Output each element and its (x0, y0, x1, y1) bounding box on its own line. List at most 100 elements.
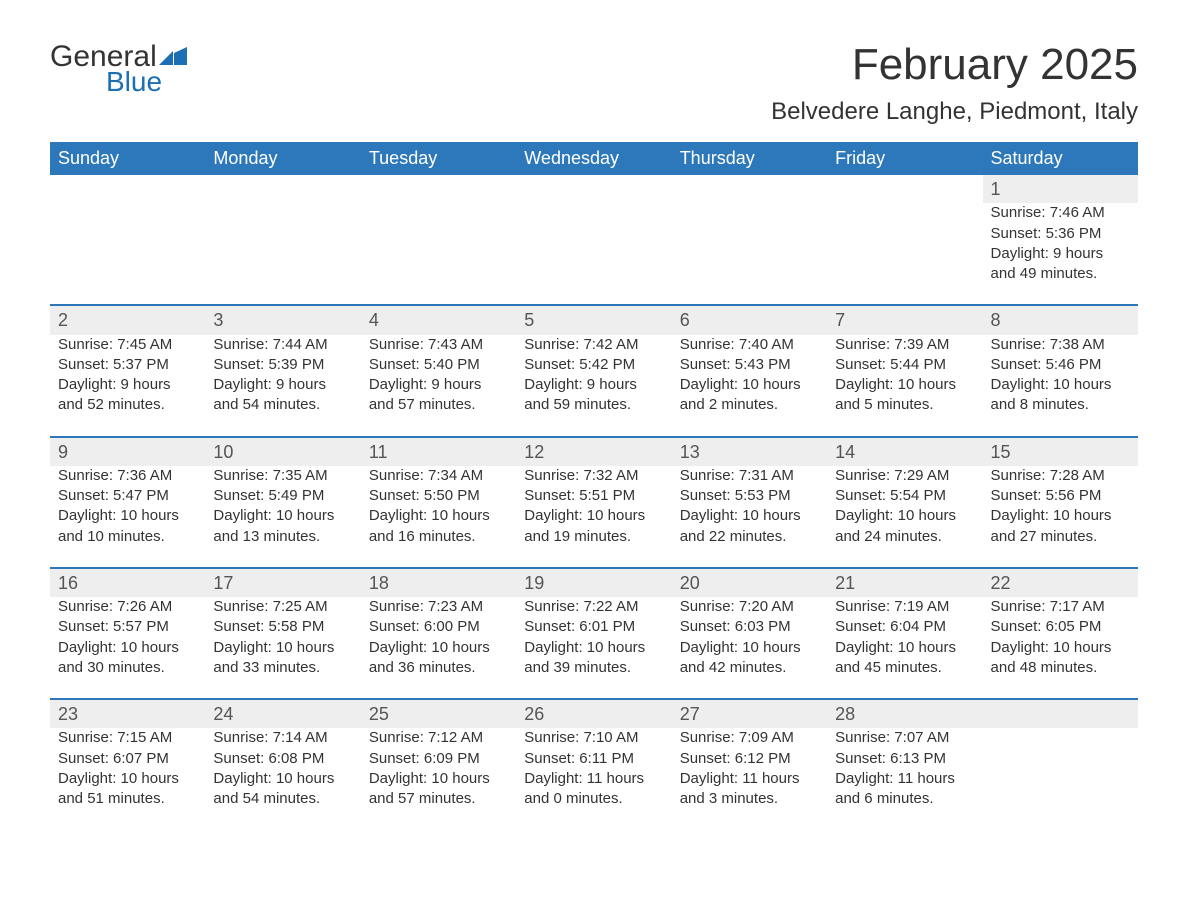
sunrise-text: Sunrise: 7:12 AM (369, 728, 508, 748)
sunset-text: Sunset: 5:56 PM (991, 486, 1130, 506)
calendar-body: 1Sunrise: 7:46 AMSunset: 5:36 PMDaylight… (50, 175, 1138, 829)
daylight-text: Daylight: 10 hours and 48 minutes. (991, 638, 1130, 679)
sunset-text: Sunset: 5:42 PM (524, 355, 663, 375)
sunrise-text: Sunrise: 7:46 AM (991, 203, 1130, 223)
sunrise-text: Sunrise: 7:15 AM (58, 728, 197, 748)
sunrise-text: Sunrise: 7:32 AM (524, 466, 663, 486)
daylight-text: Daylight: 10 hours and 57 minutes. (369, 769, 508, 810)
day-detail-cell: Sunrise: 7:31 AMSunset: 5:53 PMDaylight:… (672, 466, 827, 568)
day-detail-cell (983, 728, 1138, 829)
sunrise-text: Sunrise: 7:10 AM (524, 728, 663, 748)
sunrise-text: Sunrise: 7:20 AM (680, 597, 819, 617)
sunrise-text: Sunrise: 7:22 AM (524, 597, 663, 617)
day-number-cell: 11 (361, 437, 516, 466)
day-number-cell: 17 (205, 568, 360, 597)
column-header: Monday (205, 142, 360, 175)
day-number-cell: 16 (50, 568, 205, 597)
day-number-cell: 21 (827, 568, 982, 597)
day-detail-cell: Sunrise: 7:09 AMSunset: 6:12 PMDaylight:… (672, 728, 827, 829)
day-detail-cell: Sunrise: 7:14 AMSunset: 6:08 PMDaylight:… (205, 728, 360, 829)
sunset-text: Sunset: 6:12 PM (680, 749, 819, 769)
daylight-text: Daylight: 10 hours and 36 minutes. (369, 638, 508, 679)
day-number-cell: 22 (983, 568, 1138, 597)
day-detail-cell: Sunrise: 7:32 AMSunset: 5:51 PMDaylight:… (516, 466, 671, 568)
sunset-text: Sunset: 5:44 PM (835, 355, 974, 375)
daylight-text: Daylight: 10 hours and 39 minutes. (524, 638, 663, 679)
day-number-cell: 26 (516, 699, 671, 728)
sunset-text: Sunset: 6:00 PM (369, 617, 508, 637)
day-number-cell: 20 (672, 568, 827, 597)
day-detail-cell: Sunrise: 7:35 AMSunset: 5:49 PMDaylight:… (205, 466, 360, 568)
day-detail-cell: Sunrise: 7:39 AMSunset: 5:44 PMDaylight:… (827, 335, 982, 437)
day-number-cell: 6 (672, 305, 827, 334)
day-detail-cell: Sunrise: 7:10 AMSunset: 6:11 PMDaylight:… (516, 728, 671, 829)
sunrise-text: Sunrise: 7:34 AM (369, 466, 508, 486)
daylight-text: Daylight: 10 hours and 42 minutes. (680, 638, 819, 679)
daylight-text: Daylight: 10 hours and 33 minutes. (213, 638, 352, 679)
day-detail-cell (361, 203, 516, 305)
sunset-text: Sunset: 5:57 PM (58, 617, 197, 637)
sunset-text: Sunset: 5:50 PM (369, 486, 508, 506)
day-detail-cell (50, 203, 205, 305)
daylight-text: Daylight: 10 hours and 51 minutes. (58, 769, 197, 810)
day-number-cell (827, 175, 982, 203)
day-detail-cell (827, 203, 982, 305)
daylight-text: Daylight: 10 hours and 27 minutes. (991, 506, 1130, 547)
day-number-cell: 18 (361, 568, 516, 597)
day-number-cell: 3 (205, 305, 360, 334)
day-number-cell: 14 (827, 437, 982, 466)
sunrise-text: Sunrise: 7:28 AM (991, 466, 1130, 486)
sunrise-text: Sunrise: 7:42 AM (524, 335, 663, 355)
day-detail-cell: Sunrise: 7:23 AMSunset: 6:00 PMDaylight:… (361, 597, 516, 699)
calendar-header: SundayMondayTuesdayWednesdayThursdayFrid… (50, 142, 1138, 175)
sunset-text: Sunset: 6:11 PM (524, 749, 663, 769)
daylight-text: Daylight: 10 hours and 8 minutes. (991, 375, 1130, 416)
day-number-cell: 1 (983, 175, 1138, 203)
day-detail-cell (672, 203, 827, 305)
column-header: Friday (827, 142, 982, 175)
daynum-row: 2345678 (50, 305, 1138, 334)
daylight-text: Daylight: 10 hours and 24 minutes. (835, 506, 974, 547)
sunset-text: Sunset: 5:36 PM (991, 224, 1130, 244)
column-header: Thursday (672, 142, 827, 175)
column-header: Saturday (983, 142, 1138, 175)
sunset-text: Sunset: 5:39 PM (213, 355, 352, 375)
sunrise-text: Sunrise: 7:31 AM (680, 466, 819, 486)
day-detail-cell: Sunrise: 7:29 AMSunset: 5:54 PMDaylight:… (827, 466, 982, 568)
daylight-text: Daylight: 10 hours and 45 minutes. (835, 638, 974, 679)
day-detail-cell: Sunrise: 7:40 AMSunset: 5:43 PMDaylight:… (672, 335, 827, 437)
day-number-cell: 4 (361, 305, 516, 334)
sunrise-text: Sunrise: 7:45 AM (58, 335, 197, 355)
daylight-text: Daylight: 9 hours and 49 minutes. (991, 244, 1130, 285)
sunrise-text: Sunrise: 7:17 AM (991, 597, 1130, 617)
detail-row: Sunrise: 7:36 AMSunset: 5:47 PM Daylight:… (50, 466, 1138, 568)
day-number-cell: 27 (672, 699, 827, 728)
detail-row: Sunrise: 7:26 AMSunset: 5:57 PMDaylight:… (50, 597, 1138, 699)
day-number-cell: 5 (516, 305, 671, 334)
daylight-text: Daylight: 11 hours and 3 minutes. (680, 769, 819, 810)
daynum-row: 9101112131415 (50, 437, 1138, 466)
daylight-text: Daylight: 9 hours and 57 minutes. (369, 375, 508, 416)
day-detail-cell: Sunrise: 7:42 AMSunset: 5:42 PMDaylight:… (516, 335, 671, 437)
sunset-text: Sunset: 5:51 PM (524, 486, 663, 506)
sunrise-text: Sunrise: 7:40 AM (680, 335, 819, 355)
daylight-text: Daylight: 9 hours and 52 minutes. (58, 375, 197, 416)
day-number-cell: 25 (361, 699, 516, 728)
column-header: Sunday (50, 142, 205, 175)
daylight-text: Daylight: 10 hours and 22 minutes. (680, 506, 819, 547)
detail-row: Sunrise: 7:46 AMSunset: 5:36 PMDaylight:… (50, 203, 1138, 305)
daylight-text: Daylight: 9 hours and 54 minutes. (213, 375, 352, 416)
day-detail-cell: Sunrise: 7:36 AMSunset: 5:47 PMDaylight:… (50, 466, 205, 568)
day-number-cell: 24 (205, 699, 360, 728)
day-detail-cell: Sunrise: 7:17 AMSunset: 6:05 PMDaylight:… (983, 597, 1138, 699)
day-number-cell: 2 (50, 305, 205, 334)
month-title: February 2025 (771, 40, 1138, 90)
daylight-text: Daylight: 11 hours and 0 minutes. (524, 769, 663, 810)
sunrise-text: Sunrise: 7:09 AM (680, 728, 819, 748)
sunrise-text: Sunrise: 7:36 AM (58, 466, 197, 486)
sunset-text: Sunset: 5:47 PM (58, 486, 197, 506)
sunrise-text: Sunrise: 7:25 AM (213, 597, 352, 617)
day-detail-cell: Sunrise: 7:45 AMSunset: 5:37 PMDaylight:… (50, 335, 205, 437)
day-number-cell: 15 (983, 437, 1138, 466)
daynum-row: 16171819202122 (50, 568, 1138, 597)
